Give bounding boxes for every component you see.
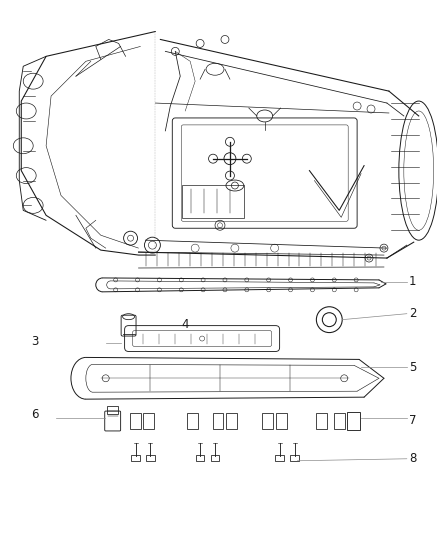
- Text: 8: 8: [409, 453, 416, 465]
- Text: 7: 7: [409, 414, 416, 426]
- Text: 6: 6: [31, 408, 39, 421]
- Text: 2: 2: [409, 307, 416, 320]
- Text: 1: 1: [409, 276, 416, 288]
- Text: 5: 5: [409, 361, 416, 374]
- Text: 3: 3: [31, 335, 39, 348]
- Text: 4: 4: [181, 318, 189, 331]
